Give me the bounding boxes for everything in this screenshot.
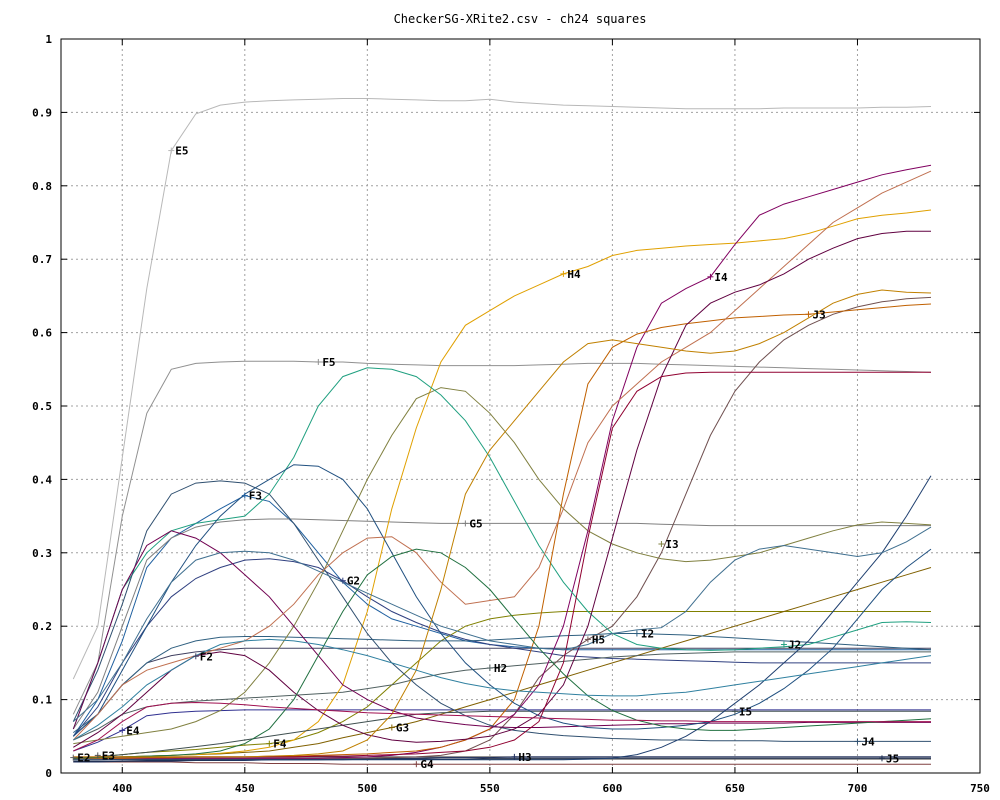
series-line xyxy=(73,289,932,758)
series-line-h4 xyxy=(73,209,932,759)
y-tick-label: 1 xyxy=(45,33,52,46)
series-label-h5: H5 xyxy=(592,633,605,646)
series-line-g4 xyxy=(73,761,931,765)
series-line-j5 xyxy=(73,757,931,762)
series-line xyxy=(73,548,932,759)
series-label-j5: J5 xyxy=(886,752,899,765)
series-label-e4: E4 xyxy=(126,724,140,737)
series-label-j3: J3 xyxy=(812,308,825,321)
x-tick-label: 400 xyxy=(112,782,132,795)
x-tick-label: 450 xyxy=(235,782,255,795)
series-line xyxy=(73,638,932,741)
series-line xyxy=(73,475,932,761)
series-line xyxy=(72,170,932,741)
chart-title: CheckerSG-XRite2.csv - ch24 squares xyxy=(394,12,647,26)
x-tick-label: 500 xyxy=(357,782,377,795)
series-label-f3: F3 xyxy=(249,490,262,503)
series-label-h2: H2 xyxy=(494,662,507,675)
series-line-i4 xyxy=(73,164,932,759)
series-label-layer: E2 E3 E4 E5 F2 F3 F4 F5 G2 G3 G4 G5 H2 H3 H4 H5 I2 I3 I4 I5… xyxy=(70,145,899,771)
series-label-g5: G5 xyxy=(469,517,482,530)
series-line-g3 xyxy=(73,567,932,759)
x-tick-label: 700 xyxy=(848,782,868,795)
series-line xyxy=(73,701,931,752)
series-label-g2: G2 xyxy=(347,575,360,588)
series-line-f4 xyxy=(73,611,931,759)
series-label-i3: I3 xyxy=(665,538,678,551)
series-label-f5: F5 xyxy=(322,356,335,369)
x-tick-label: 550 xyxy=(480,782,500,795)
series-line-f2 xyxy=(72,647,931,737)
y-tick-label: 0.1 xyxy=(32,694,52,707)
y-tick-label: 0.5 xyxy=(32,400,52,413)
series-layer xyxy=(72,98,932,765)
series-line-f5 xyxy=(72,360,932,715)
y-tick-label: 0.3 xyxy=(32,547,52,560)
series-line-f3 xyxy=(72,494,931,737)
y-tick-label: 0 xyxy=(45,767,52,780)
y-tick-label: 0.4 xyxy=(32,473,52,486)
series-line-g2 xyxy=(72,558,931,737)
series-label-h3: H3 xyxy=(518,751,531,764)
series-label-f2: F2 xyxy=(200,650,213,663)
series-label-j4: J4 xyxy=(861,735,875,748)
x-tick-label: 650 xyxy=(725,782,745,795)
series-line xyxy=(73,230,931,748)
series-label-e3: E3 xyxy=(102,749,115,762)
series-line-g5 xyxy=(72,518,931,730)
y-tick-label: 0.9 xyxy=(32,106,52,119)
series-line-i5 xyxy=(73,710,931,759)
series-label-g3: G3 xyxy=(396,721,409,734)
series-line-j4 xyxy=(72,480,931,742)
series-label-e5: E5 xyxy=(175,145,188,158)
series-label-i2: I2 xyxy=(641,628,654,641)
y-tick-label: 0.8 xyxy=(32,180,52,193)
series-label-j2: J2 xyxy=(788,639,801,652)
series-label-e2: E2 xyxy=(77,752,90,765)
series-line-e2 xyxy=(73,758,931,761)
series-label-h4: H4 xyxy=(567,268,581,281)
series-line-i2 xyxy=(73,633,932,734)
y-tick-label: 0.7 xyxy=(32,253,52,266)
x-tick-label: 750 xyxy=(970,782,990,795)
series-line-h2 xyxy=(73,651,931,741)
x-tick-label: 600 xyxy=(602,782,622,795)
y-tick-label: 0.2 xyxy=(32,620,52,633)
series-label-g4: G4 xyxy=(420,758,434,771)
axis-tick-layer: 0 0.1 0.2 0.3 0.4 0.5 0.6 0.7 0.8 0.9 1 400 450 500 55… xyxy=(32,33,990,795)
grid-layer xyxy=(61,39,980,773)
series-line-e5 xyxy=(72,98,932,680)
y-tick-label: 0.6 xyxy=(32,327,52,340)
series-line xyxy=(72,526,932,722)
series-line-e4 xyxy=(73,709,931,752)
series-line xyxy=(72,464,932,737)
series-label-f4: F4 xyxy=(273,738,287,751)
series-line-i3 xyxy=(73,387,932,745)
series-label-i5: I5 xyxy=(739,705,752,718)
series-line xyxy=(72,530,931,730)
series-label-i4: I4 xyxy=(714,271,728,284)
